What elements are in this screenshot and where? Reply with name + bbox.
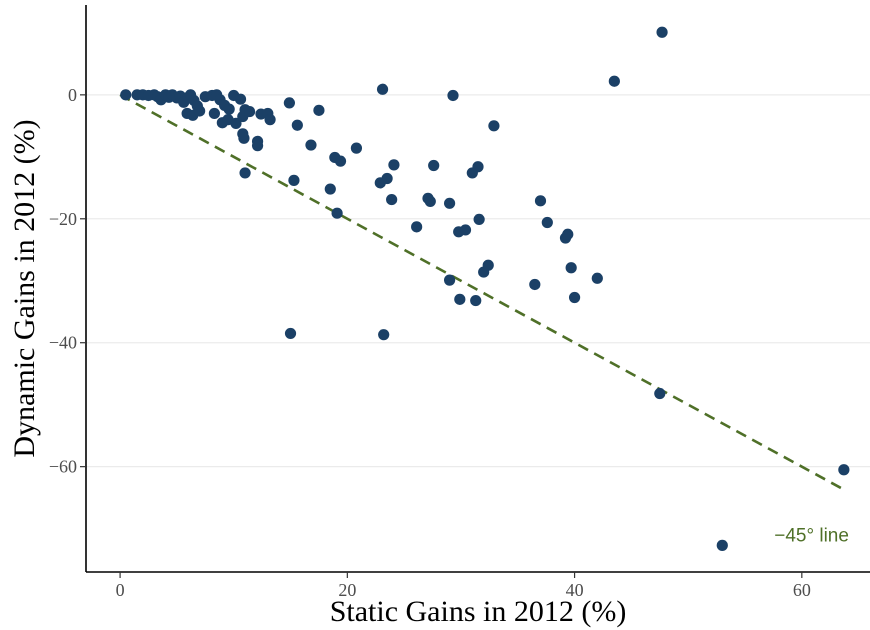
data-point-31 <box>234 93 247 105</box>
data-point-38 <box>251 140 264 152</box>
data-point-42 <box>239 167 251 179</box>
data-point-19 <box>194 105 206 117</box>
data-point-47 <box>313 104 325 116</box>
data-point-23 <box>208 107 220 120</box>
data-point-83 <box>568 291 581 304</box>
data-point-34 <box>244 105 256 118</box>
data-point-0 <box>120 89 132 101</box>
y-axis-title: Dynamic Gains in 2012 (%) <box>8 119 41 457</box>
x-axis-ticks: 0 20 40 60 <box>116 572 811 600</box>
data-point-77 <box>529 278 541 291</box>
y-tick-label-2: −40 <box>49 333 77 353</box>
data-point-78 <box>534 195 547 207</box>
data-point-36 <box>238 132 250 144</box>
data-point-48 <box>324 183 336 195</box>
data-point-58 <box>388 159 400 171</box>
data-point-81 <box>562 228 574 240</box>
data-point-72 <box>473 213 485 226</box>
data-point-87 <box>654 387 666 400</box>
data-point-62 <box>424 195 436 208</box>
y-axis-ticks: 0 −20 −40 −60 <box>49 85 86 477</box>
data-point-41 <box>264 114 276 126</box>
y-tick-label-1: −20 <box>49 209 77 229</box>
data-point-56 <box>381 172 393 185</box>
x-tick-label-1: 20 <box>338 580 356 600</box>
data-point-86 <box>656 26 668 38</box>
data-point-66 <box>443 274 456 286</box>
x-axis-title: Static Gains in 2012 (%) <box>330 595 627 628</box>
data-point-60 <box>411 221 423 233</box>
data-point-71 <box>472 161 484 173</box>
data-point-51 <box>331 207 343 219</box>
data-point-84 <box>591 272 603 284</box>
data-point-89 <box>838 464 850 476</box>
y-tick-label-3: −60 <box>49 457 77 477</box>
data-point-68 <box>459 224 472 236</box>
data-point-30 <box>230 117 242 129</box>
x-tick-label-3: 60 <box>793 580 811 600</box>
data-point-46 <box>305 139 317 151</box>
data-points <box>120 26 850 551</box>
data-point-44 <box>291 119 303 131</box>
axes <box>85 5 870 573</box>
reference-line-group <box>119 93 843 490</box>
data-point-76 <box>488 120 500 132</box>
data-point-59 <box>378 329 390 341</box>
reference-line-label: −45° line <box>774 525 849 546</box>
data-point-63 <box>428 159 440 172</box>
data-point-65 <box>447 89 459 102</box>
data-point-53 <box>284 327 297 340</box>
reference-line <box>119 93 843 490</box>
y-tick-label-0: 0 <box>68 85 77 105</box>
data-point-79 <box>541 216 553 229</box>
data-point-52 <box>350 142 363 154</box>
data-point-82 <box>565 262 577 274</box>
data-point-57 <box>386 193 398 206</box>
data-point-55 <box>376 83 389 95</box>
data-point-88 <box>716 539 728 551</box>
data-point-69 <box>454 293 466 305</box>
data-point-75 <box>482 259 494 271</box>
x-tick-label-0: 0 <box>116 580 125 600</box>
data-point-45 <box>288 174 300 186</box>
data-point-43 <box>283 97 295 109</box>
x-tick-label-2: 40 <box>566 580 584 600</box>
data-point-64 <box>443 197 456 209</box>
data-point-50 <box>334 155 347 167</box>
data-point-74 <box>470 294 482 307</box>
data-point-26 <box>223 103 235 115</box>
data-point-85 <box>608 75 620 87</box>
